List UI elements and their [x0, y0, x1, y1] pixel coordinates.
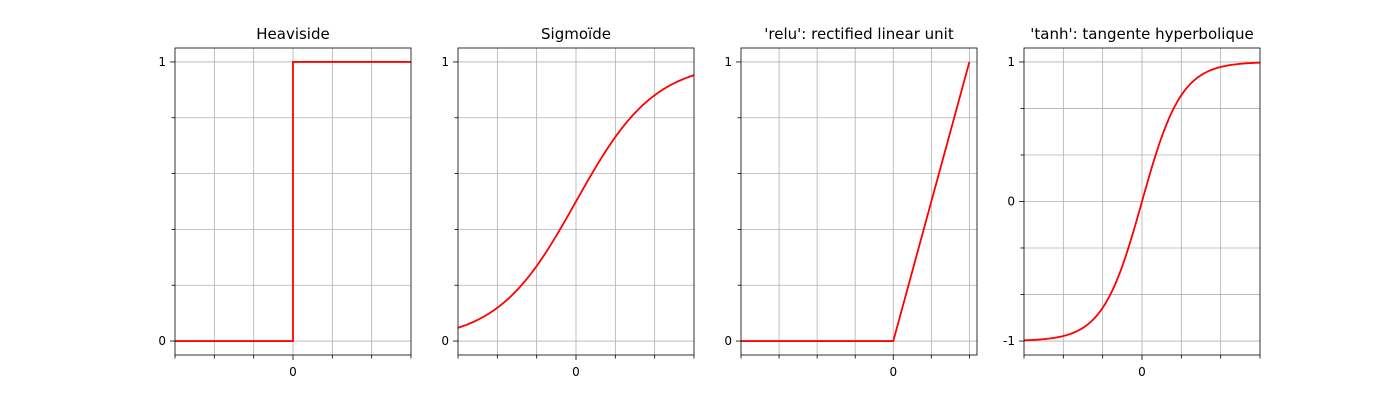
chart-title: 'tanh': tangente hyperbolique: [1030, 25, 1253, 43]
x-tick-label: 0: [289, 365, 297, 379]
chart-relu: 0 0 1 'relu': rectified linear unit: [724, 25, 978, 379]
x-tick-label: 0: [572, 365, 580, 379]
chart-heaviside: 0 0 1 Heaviside: [158, 25, 412, 379]
y-tick-label: 1: [441, 55, 449, 69]
y-tick-label: 1: [158, 55, 166, 69]
chart-title: Heaviside: [256, 25, 329, 43]
chart-title: Sigmoïde: [541, 25, 611, 43]
y-tick-label: 0: [158, 334, 166, 348]
y-tick-label: 0: [724, 334, 732, 348]
y-tick-label: 1: [1007, 55, 1015, 69]
y-tick-label: 0: [1007, 195, 1015, 209]
x-tick-label: 0: [889, 365, 897, 379]
chart-sigmoid: 0 0 1 Sigmoïde: [441, 25, 695, 379]
tanh-curve: [1023, 61, 1261, 342]
y-tick-label: 1: [724, 55, 732, 69]
y-tick-label: -1: [1003, 334, 1015, 348]
relu-curve: [741, 61, 971, 342]
y-tick-label: 0: [441, 334, 449, 348]
chart-title: 'relu': rectified linear unit: [764, 25, 954, 43]
x-tick-label: 0: [1138, 365, 1146, 379]
heaviside-curve: [175, 61, 411, 342]
sigmoid-curve: [457, 74, 695, 329]
axes-frame: [740, 47, 978, 356]
chart-tanh: 0 -1 0 1 'tanh': tangente hyperbolique: [1003, 25, 1261, 379]
